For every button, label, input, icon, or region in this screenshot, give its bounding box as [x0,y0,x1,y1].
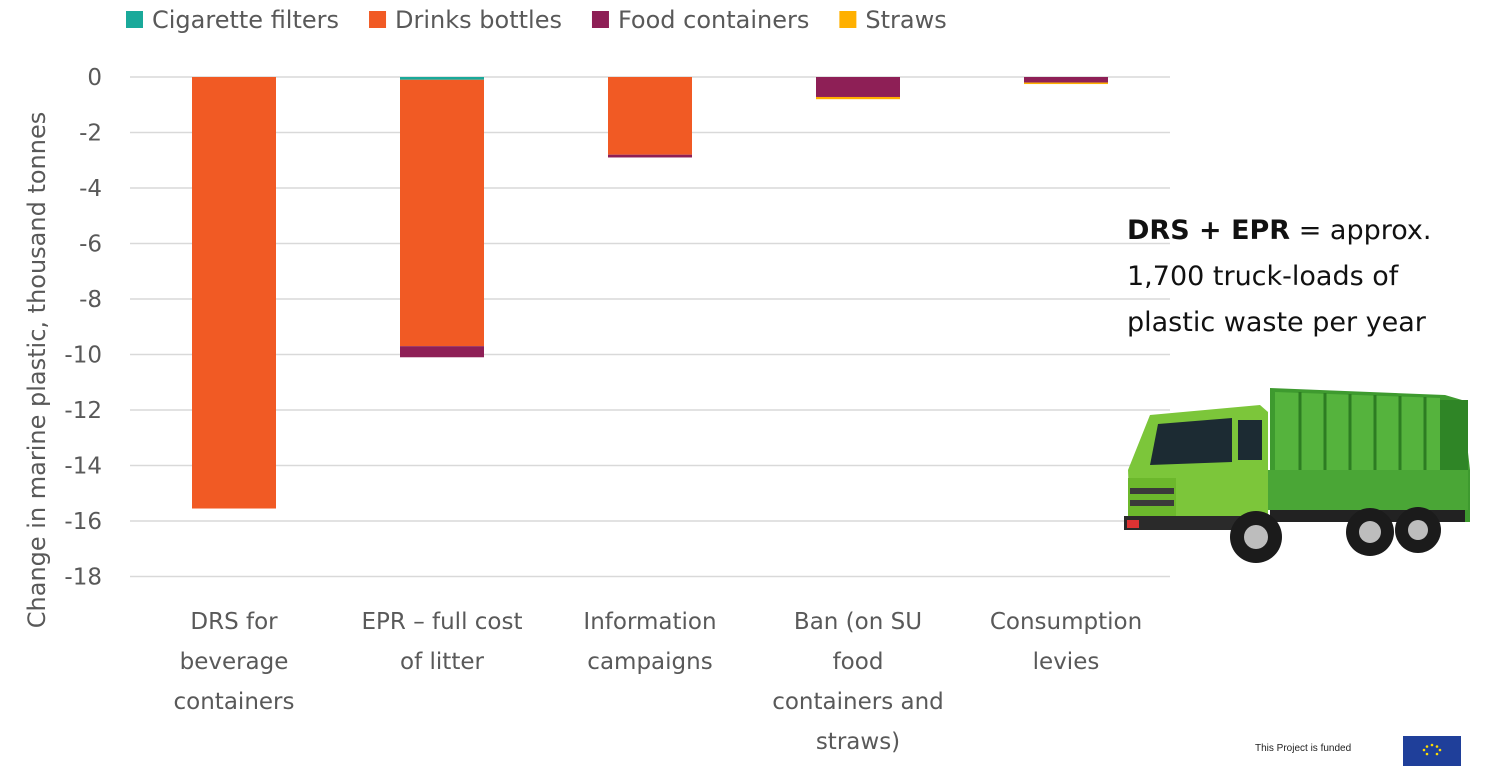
y-tick-label: -18 [64,565,102,591]
x-tick-label: containers [174,689,295,715]
y-axis-label: Change in marine plastic, thousand tonne… [23,112,51,628]
callout-bold: DRS + EPR [1127,215,1291,246]
y-tick-label: 0 [87,65,102,91]
callout-line-3: plastic waste per year [1127,307,1426,338]
garbage-truck-icon [1124,388,1470,563]
y-tick-label: -2 [79,121,102,147]
y-tick-label: -10 [64,343,102,369]
eu-flag-icon [1403,736,1461,766]
bar-segment [608,77,692,155]
bar-segment [192,77,276,509]
x-tick-label: beverage [180,649,289,675]
callout-text: DRS + EPR = approx. 1,700 truck-loads of… [1127,208,1507,346]
bar-segment [400,77,484,80]
x-tick-label: Consumption [990,609,1142,635]
bar-segment [608,154,692,158]
x-tick-label: Ban (on SU [794,609,922,635]
x-tick-labels: DRS for beverage containers EPR – full cost… [174,609,1143,755]
x-tick-label: containers and [772,689,944,715]
y-tick-label: -4 [79,176,102,202]
y-tick-labels: 0 -2 -4 -6 -8 -10 -12 -14 -16 -18 [64,65,102,591]
bar-segment [816,77,900,97]
x-tick-label: straws) [816,729,900,755]
legend-label: Food containers [618,6,809,34]
funding-note: This Project is funded [1255,743,1352,754]
callout-line-2: 1,700 truck-loads of [1127,261,1399,292]
callout-rest: = approx. [1290,215,1432,246]
gridlines [130,76,1170,578]
bar-segment [400,346,484,358]
legend-swatch [369,11,387,28]
legend-swatch [839,11,857,28]
x-tick-label: campaigns [587,649,712,675]
x-tick-label: DRS for [190,609,278,635]
x-tick-label: Information [583,609,716,635]
x-tick-label: food [833,649,884,675]
legend-swatch [126,11,143,28]
bars [192,77,1108,509]
bar-segment [816,96,900,100]
legend-label: Straws [865,6,946,34]
bar-segment [1024,77,1108,83]
x-tick-label: levies [1033,649,1100,675]
y-tick-label: -12 [64,398,102,424]
y-tick-label: -6 [79,232,102,258]
legend-label: Drinks bottles [395,6,562,34]
bar-segment [400,79,484,347]
legend: Cigarette filters Drinks bottles Food cont… [126,6,947,34]
x-tick-label: EPR – full cost [362,609,523,635]
bar-segment [1024,82,1108,85]
y-tick-label: -16 [64,509,102,535]
y-tick-label: -14 [64,454,102,480]
legend-swatch [591,11,609,28]
x-tick-label: of litter [400,649,484,675]
y-tick-label: -8 [79,287,102,313]
legend-label: Cigarette filters [152,6,339,34]
